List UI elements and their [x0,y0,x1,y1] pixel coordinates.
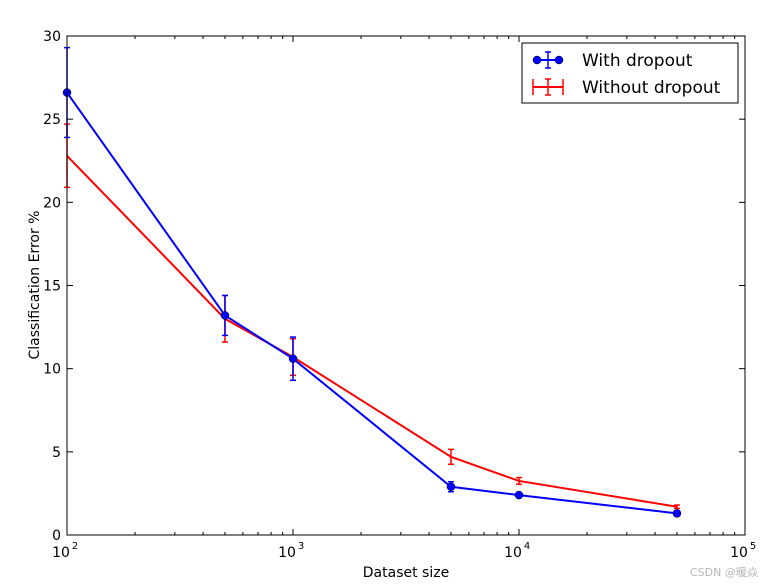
x-axis-label: Dataset size [363,565,449,581]
series-1 [64,123,680,510]
x-tick-label: 10 [52,545,70,561]
y-tick-label: 5 [52,445,61,461]
legend-marker [554,55,564,65]
legend-marker [532,55,542,65]
legend-label: With dropout [582,51,693,71]
y-axis-label: Classification Error % [27,211,43,360]
data-point [288,354,298,363]
series-layer [62,46,682,518]
data-point [220,311,230,320]
y-tick-label: 25 [43,112,61,128]
y-tick-label: 10 [43,362,61,378]
y-tick-label: 20 [43,195,61,211]
watermark: CSDN @暖焱 [690,566,758,579]
x-tick-exponent: 4 [524,541,530,552]
legend-label: Without dropout [582,78,721,98]
legend-item: With dropout [532,51,693,71]
x-tick-exponent: 2 [72,541,78,552]
data-point [514,490,524,500]
legend-items: With dropout Without dropout [532,51,721,98]
data-point [672,509,682,518]
data-point [446,482,456,492]
series-0 [62,46,682,518]
legend-item: Without dropout [532,78,721,98]
x-tick-label: 10 [730,545,748,561]
y-tick-label: 15 [43,279,61,295]
y-tick-label: 30 [43,29,61,45]
x-tick-exponent: 3 [298,541,304,552]
y-tick-label: 0 [52,528,61,544]
legend-frame [521,42,739,104]
x-tick-label: 10 [278,545,296,561]
plot-frame [66,35,746,536]
x-tick-label: 10 [504,545,522,561]
x-tick-exponent: 5 [750,541,756,552]
series-line [66,91,678,515]
legend: With dropout Without dropout [521,42,739,104]
series-line [66,155,678,508]
